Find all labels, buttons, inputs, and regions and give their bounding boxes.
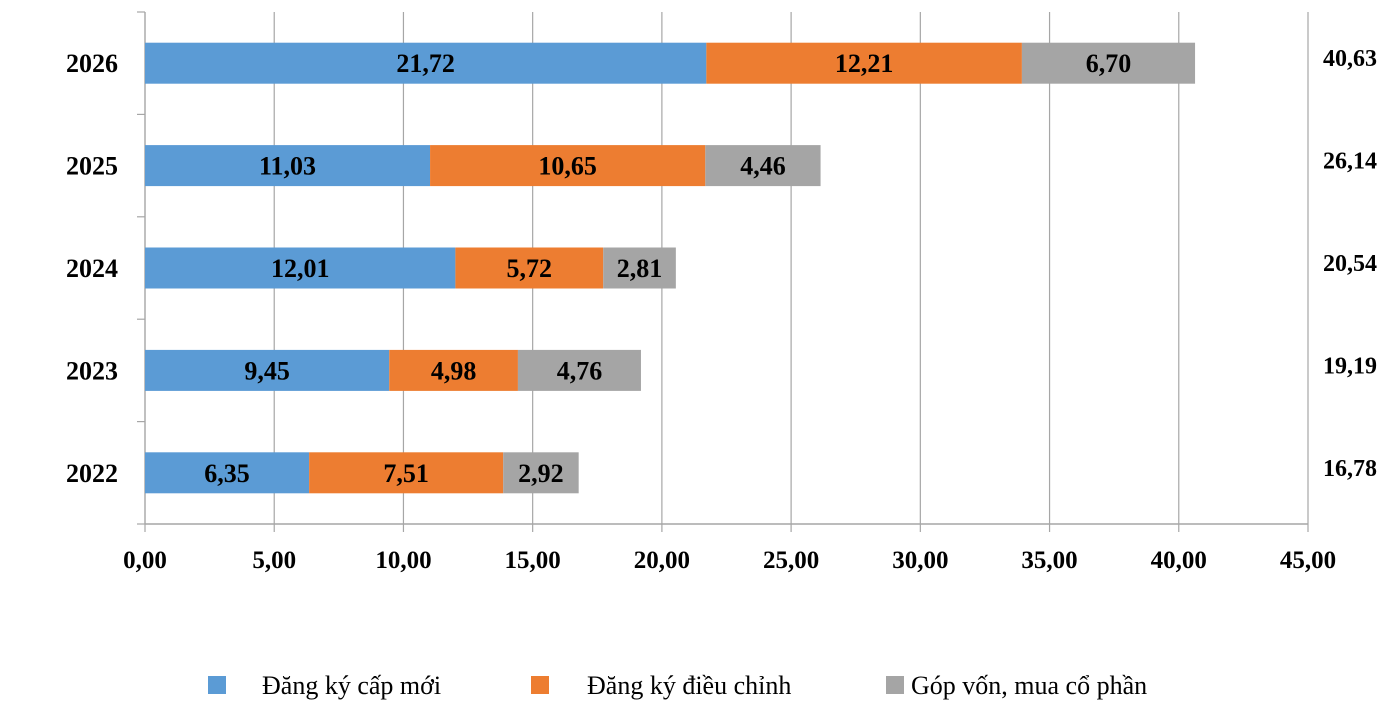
x-tick-label: 10,00 [375,547,431,574]
bar-value-label: 5,72 [507,254,553,283]
bar-segment [389,349,518,391]
x-tick-label: 15,00 [505,547,561,574]
grid-lines [273,12,1309,524]
bar-segment [706,42,1022,84]
bar-value-label: 7,51 [383,459,429,488]
bar-value-label: 12,21 [835,49,894,78]
bar-segment [455,247,604,289]
data-labels: 21,72 12,21 6,70 11,03 10,65 4,46 12,01 5,72 2,8… [204,49,1131,488]
x-tick-label: 5,00 [252,547,296,574]
legend: Đăng ký cấp mới Đăng ký điều chỉnh Góp vốn… [208,671,1147,700]
category-label: 2025 [66,152,118,181]
legend-label: Góp vốn, mua cổ phần [911,671,1147,700]
legend-swatch [208,676,226,694]
bar-segment [603,247,676,289]
total-labels: 40,63 26,14 20,54 19,19 16,78 [1323,46,1377,482]
x-tick-label: 25,00 [763,547,819,574]
total-value-label: 26,14 [1323,149,1377,175]
x-tick-label: 35,00 [1021,547,1077,574]
total-value-label: 16,78 [1323,456,1377,482]
category-label: 2023 [66,356,118,385]
legend-swatch [531,676,549,694]
bars [145,42,1196,494]
x-tick-label: 0,00 [123,547,167,574]
bar-value-label: 2,81 [617,254,663,283]
x-tick-label: 30,00 [892,547,948,574]
category-label: 2026 [66,49,118,78]
legend-swatch [886,676,904,694]
total-value-label: 19,19 [1323,353,1377,379]
bar-value-label: 6,70 [1086,49,1132,78]
bar-segment [145,452,310,494]
total-value-label: 40,63 [1323,46,1377,72]
bar-value-label: 2,92 [518,459,564,488]
bar-segment [145,349,390,391]
category-label: 2022 [66,459,118,488]
bar-value-label: 21,72 [396,49,455,78]
total-value-label: 20,54 [1323,251,1377,277]
bar-value-label: 4,98 [431,356,477,385]
bar-value-label: 9,45 [244,356,290,385]
bar-segment [705,145,821,187]
bar-value-label: 4,46 [740,152,786,181]
bar-segment [517,349,641,391]
x-tick-label: 20,00 [634,547,690,574]
x-tick-label: 40,00 [1151,547,1207,574]
bar-segment [145,42,707,84]
bar-segment [309,452,504,494]
bar-value-label: 6,35 [204,459,250,488]
category-labels: 2026 2025 2024 2023 2022 [66,49,118,488]
legend-label: Đăng ký điều chỉnh [587,671,791,700]
category-label: 2024 [66,254,118,283]
bar-segment [503,452,579,494]
x-tick-label: 45,00 [1280,547,1336,574]
bar-segment [145,247,456,289]
bar-value-label: 10,65 [538,152,597,181]
bar-segment [1021,42,1196,84]
bar-value-label: 4,76 [557,356,603,385]
legend-label: Đăng ký cấp mới [262,671,441,700]
bar-segment [430,145,706,187]
bar-segment [145,145,431,187]
bar-value-label: 11,03 [259,152,316,181]
bar-value-label: 12,01 [271,254,330,283]
x-tick-labels: 0,00 5,00 10,00 15,00 20,00 25,00 30,00 35,00 40… [123,547,1336,574]
